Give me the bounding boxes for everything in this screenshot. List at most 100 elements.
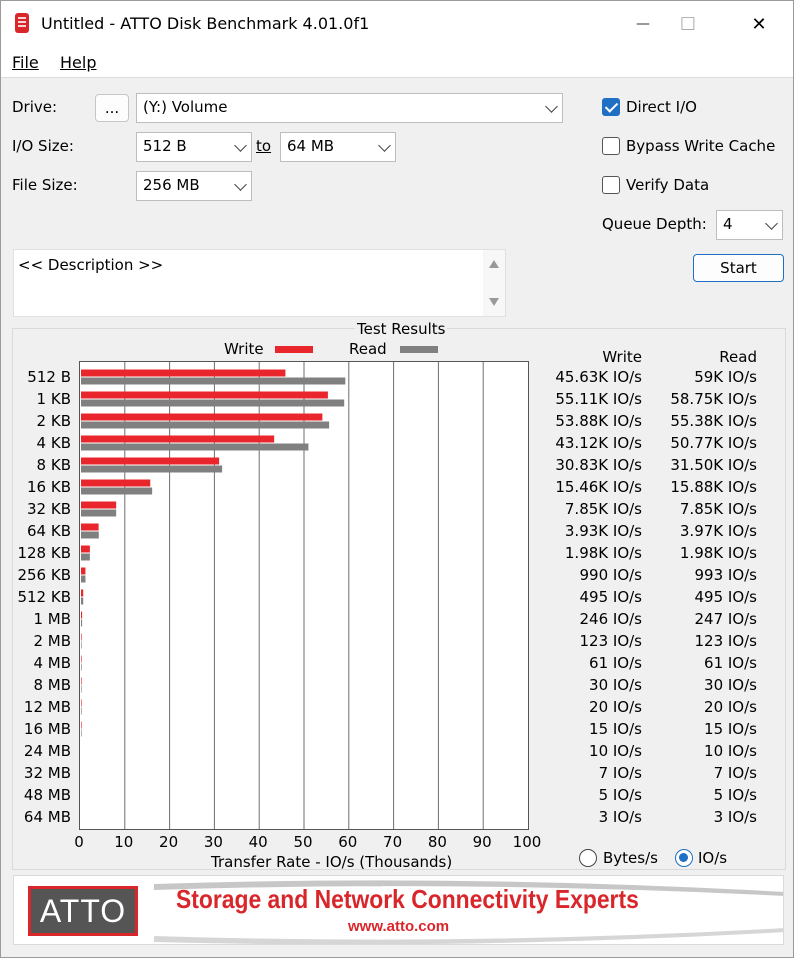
read-bar	[81, 707, 82, 715]
y-tick-label: 64 MB	[23, 808, 71, 826]
x-tick-label: 90	[472, 833, 492, 851]
write-bar	[81, 677, 82, 685]
read-result-cell: 495 IO/s	[694, 588, 758, 606]
write-bar	[81, 457, 220, 465]
y-tick-label: 8 MB	[33, 676, 71, 694]
read-result-cell: 3.97K IO/s	[679, 522, 757, 540]
write-bar	[81, 523, 99, 531]
y-tick-label: 8 KB	[36, 456, 71, 474]
write-bar	[81, 589, 84, 597]
bytes-per-sec-label: Bytes/s	[603, 849, 658, 867]
x-axis-label: Transfer Rate - IO/s (Thousands)	[211, 853, 453, 871]
read-result-cell: 993 IO/s	[694, 566, 758, 584]
verify-data-checkbox[interactable]	[602, 176, 620, 194]
read-result-cell: 7.85K IO/s	[679, 500, 757, 518]
write-bar	[81, 699, 82, 707]
write-result-cell: 53.88K IO/s	[555, 412, 642, 430]
chevron-down-icon	[765, 217, 778, 230]
menu-file[interactable]: File	[12, 53, 39, 72]
write-result-cell: 1.98K IO/s	[564, 544, 642, 562]
write-bar	[81, 545, 90, 553]
read-bar	[81, 685, 82, 693]
menu-help[interactable]: Help	[60, 53, 97, 72]
description-field[interactable]: << Description >>	[13, 249, 506, 317]
chevron-down-icon	[378, 139, 391, 152]
browse-drive-button[interactable]: ...	[95, 94, 129, 122]
ios-radio[interactable]	[675, 849, 693, 867]
read-bar	[81, 663, 82, 671]
x-tick-label: 100	[512, 833, 542, 851]
legend-read-swatch	[400, 346, 438, 353]
write-bar	[81, 413, 323, 421]
atto-logo: ATTO	[28, 886, 138, 936]
banner-swoosh	[154, 880, 783, 944]
read-bar	[81, 553, 90, 561]
write-result-cell: 10 IO/s	[589, 742, 642, 760]
bypass-write-cache-checkbox[interactable]	[602, 137, 620, 155]
read-bar	[81, 619, 83, 627]
chevron-down-icon	[545, 100, 558, 113]
bypass-write-cache-label: Bypass Write Cache	[626, 137, 776, 155]
read-result-cell: 30 IO/s	[704, 676, 757, 694]
drive-value: (Y:) Volume	[143, 98, 228, 116]
write-result-cell: 3 IO/s	[598, 808, 642, 826]
io-size-label: I/O Size:	[12, 137, 74, 155]
read-bar	[81, 641, 82, 649]
read-result-cell: 247 IO/s	[694, 610, 758, 628]
read-bar	[81, 465, 223, 473]
scroll-down-icon[interactable]	[489, 298, 499, 306]
menu-bar: File Help	[1, 47, 793, 78]
banner-url: www.atto.com	[348, 918, 450, 935]
maximize-button[interactable]: ☐	[658, 1, 718, 47]
write-result-cell: 7 IO/s	[598, 764, 642, 782]
write-bar	[81, 369, 286, 377]
io-size-from-select[interactable]: 512 B	[136, 132, 252, 162]
write-bar	[81, 721, 82, 729]
x-tick-label: 40	[248, 833, 268, 851]
write-result-cell: 5 IO/s	[598, 786, 642, 804]
y-tick-label: 512 B	[27, 368, 71, 386]
close-button[interactable]: ✕	[729, 1, 789, 47]
minimize-button[interactable]: —	[613, 1, 673, 47]
y-tick-label: 2 KB	[36, 412, 71, 430]
read-result-cell: 15.88K IO/s	[670, 478, 757, 496]
read-bar	[81, 509, 117, 517]
write-result-cell: 123 IO/s	[579, 632, 643, 650]
description-scrollbar[interactable]	[483, 250, 505, 316]
io-size-to-select[interactable]: 64 MB	[280, 132, 396, 162]
write-column-header: Write	[602, 348, 642, 366]
queue-depth-select[interactable]: 4	[716, 210, 783, 240]
bar-chart	[81, 362, 484, 829]
x-tick-label: 30	[203, 833, 223, 851]
direct-io-checkbox[interactable]	[602, 98, 620, 116]
read-result-cell: 31.50K IO/s	[670, 456, 757, 474]
banner-tagline: Storage and Network Connectivity Experts	[176, 884, 639, 914]
write-result-cell: 990 IO/s	[579, 566, 643, 584]
start-button[interactable]: Start	[693, 254, 784, 282]
scroll-up-icon[interactable]	[489, 260, 499, 268]
verify-data-label: Verify Data	[626, 176, 710, 194]
y-tick-label: 24 MB	[23, 742, 71, 760]
y-tick-label: 4 MB	[33, 654, 71, 672]
queue-depth-label: Queue Depth:	[602, 215, 707, 233]
file-size-label: File Size:	[12, 176, 78, 194]
write-result-cell: 45.63K IO/s	[555, 368, 642, 386]
queue-depth-value: 4	[723, 215, 733, 233]
write-bar	[81, 391, 328, 399]
chevron-down-icon	[234, 178, 247, 191]
chart-plot-area	[79, 361, 529, 830]
x-tick-label: 0	[74, 833, 84, 851]
chevron-down-icon	[234, 139, 247, 152]
y-tick-label: 48 MB	[23, 786, 71, 804]
bytes-per-sec-radio[interactable]	[579, 849, 597, 867]
read-bar	[81, 377, 346, 385]
read-result-cell: 15 IO/s	[704, 720, 757, 738]
drive-label: Drive:	[12, 98, 58, 116]
file-size-select[interactable]: 256 MB	[136, 171, 252, 201]
legend-read-label: Read	[349, 340, 387, 358]
atto-logo-text: ATTO	[39, 892, 127, 929]
drive-select[interactable]: (Y:) Volume	[136, 93, 563, 123]
y-tick-label: 12 MB	[23, 698, 71, 716]
y-tick-label: 64 KB	[27, 522, 71, 540]
